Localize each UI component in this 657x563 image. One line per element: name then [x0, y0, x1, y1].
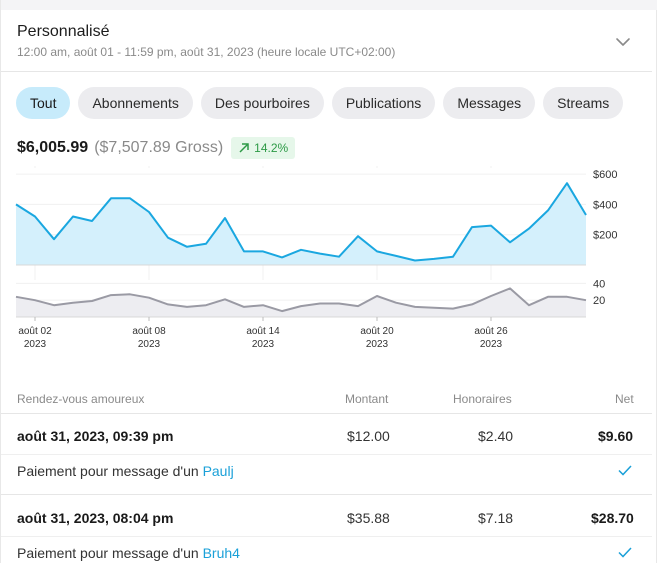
desc-prefix: Paiement pour message d'un — [17, 545, 203, 561]
check-icon — [618, 465, 632, 476]
row-date: août 31, 2023, 09:39 pm — [17, 428, 174, 444]
tab-streams[interactable]: Streams — [543, 87, 624, 119]
row-divider — [1, 494, 652, 495]
tab-tips[interactable]: Des pourboires — [200, 87, 324, 119]
check-icon — [618, 547, 632, 558]
count-ytick-label: 40 — [593, 278, 605, 290]
row-description: Paiement pour message d'un Paulj — [1, 456, 652, 496]
earnings-chart: $600 $400 $200 40 20 août 02 2023 août 08 2023 ao… — [15, 166, 617, 350]
x-tick-year: 2023 — [24, 339, 47, 350]
row-fee: $2.40 — [478, 428, 514, 444]
desc-prefix: Paiement pour message d'un — [17, 463, 203, 479]
row-description: Paiement pour message d'un Bruh4 — [1, 538, 652, 563]
earnings-ytick-label: $200 — [593, 230, 617, 242]
period-title: Personnalisé — [17, 23, 110, 40]
totals-summary: $6,005.99 ($7,507.89 Gross) 14.2% — [17, 137, 296, 159]
x-tick-year: 2023 — [366, 339, 389, 350]
col-date: Rendez-vous amoureux — [17, 392, 145, 406]
top-strip — [1, 0, 657, 10]
earnings-line — [15, 182, 587, 262]
period-selector[interactable]: Personnalisé 12:00 am, août 01 - 11:59 p… — [1, 10, 652, 72]
arrow-up-right-icon — [239, 143, 249, 153]
category-tabs: Tout Abonnements Des pourboires Publicat… — [16, 87, 624, 119]
change-value: 14.2% — [254, 141, 289, 155]
count-line — [15, 287, 587, 313]
net-total: $6,005.99 — [17, 139, 89, 156]
row-date: août 31, 2023, 08:04 pm — [17, 510, 174, 526]
period-range: 12:00 am, août 01 - 11:59 pm, août 31, 2… — [17, 45, 396, 59]
gross-total: ($7,507.89 Gross) — [94, 139, 224, 156]
row-summary: août 31, 2023, 08:04 pm $35.88 $7.18 $28… — [1, 497, 652, 537]
x-tick-year: 2023 — [480, 339, 503, 350]
earnings-ytick-label: $400 — [593, 199, 617, 211]
x-tick-year: 2023 — [138, 339, 161, 350]
row-net: $28.70 — [591, 510, 634, 526]
table-header: Rendez-vous amoureux Montant Honoraires … — [1, 386, 652, 414]
row-desc: Paiement pour message d'un Bruh4 — [17, 545, 240, 561]
user-link[interactable]: Bruh4 — [202, 545, 240, 561]
col-net: Net — [615, 392, 634, 406]
row-net: $9.60 — [598, 428, 634, 444]
x-tick-year: 2023 — [252, 339, 275, 350]
tab-all[interactable]: Tout — [16, 87, 71, 119]
tab-messages[interactable]: Messages — [443, 87, 536, 119]
count-area — [16, 288, 586, 317]
x-tick-label: août 02 — [18, 326, 52, 337]
change-badge: 14.2% — [231, 137, 296, 159]
col-amount: Montant — [345, 392, 389, 406]
chevron-down-icon[interactable] — [613, 32, 633, 52]
count-ytick-label: 20 — [593, 295, 605, 307]
tab-subscriptions[interactable]: Abonnements — [78, 87, 193, 119]
row-amount: $35.88 — [347, 510, 390, 526]
row-fee: $7.18 — [478, 510, 514, 526]
row-desc: Paiement pour message d'un Paulj — [17, 463, 234, 479]
tab-posts[interactable]: Publications — [331, 87, 436, 119]
x-tick-label: août 14 — [246, 326, 280, 337]
col-fee: Honoraires — [453, 392, 512, 406]
row-amount: $12.00 — [347, 428, 390, 444]
user-link[interactable]: Paulj — [202, 463, 234, 479]
row-summary: août 31, 2023, 09:39 pm $12.00 $2.40 $9.… — [1, 415, 652, 455]
earnings-ytick-label: $600 — [593, 169, 617, 181]
x-tick-label: août 08 — [132, 326, 166, 337]
x-tick-label: août 26 — [474, 326, 508, 337]
x-tick-label: août 20 — [360, 326, 394, 337]
earnings-area — [16, 183, 586, 265]
